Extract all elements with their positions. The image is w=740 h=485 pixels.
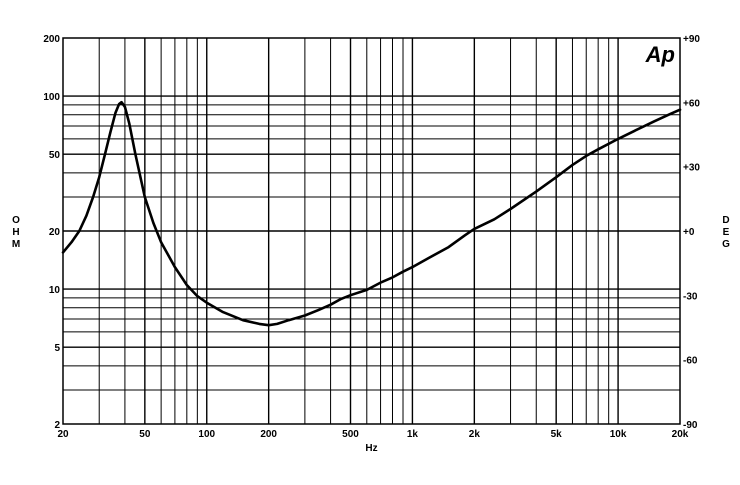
y-axis-label-letter: M (12, 239, 20, 250)
y-tick-label: 200 (43, 34, 60, 45)
major-gridlines (63, 38, 680, 424)
y-axis-label-letter: H (12, 227, 19, 238)
y-tick-label: 50 (49, 150, 61, 161)
x-tick-label: 5k (551, 429, 563, 440)
x-tick-label: 1k (407, 429, 419, 440)
y-axis-label-letter: O (12, 215, 20, 226)
y2-tick-label: -90 (683, 420, 698, 431)
plot-frame (62, 37, 681, 425)
y2-tick-label: +0 (683, 227, 695, 238)
y-tick-label: 20 (49, 227, 61, 238)
y2-tick-label: +30 (683, 163, 700, 174)
y-tick-label: 5 (54, 343, 60, 354)
y2-tick-label: -60 (683, 356, 698, 367)
y2-tick-label: +90 (683, 34, 700, 45)
x-tick-label: 20 (57, 429, 69, 440)
y-axis-label-left: OHM (12, 215, 20, 250)
x-axis-label: Hz (365, 443, 377, 454)
x-tick-label: 200 (260, 429, 277, 440)
y2-tick-label: +60 (683, 98, 700, 109)
x-tick-labels: 20 50 100 200 500 1k 2k 5k 10k 20k (57, 429, 688, 440)
x-tick-label: 500 (342, 429, 359, 440)
y2-axis-label-letter: D (722, 215, 729, 226)
y2-axis-label-letter: G (722, 239, 730, 250)
y-tick-label: 2 (54, 420, 60, 431)
y2-tick-labels: +90 +60 +30 +0 -30 -60 -90 (683, 34, 700, 431)
y-tick-label: 100 (43, 92, 60, 103)
y2-tick-label: -30 (683, 291, 698, 302)
x-tick-label: 100 (198, 429, 215, 440)
x-tick-label: 2k (469, 429, 481, 440)
y2-axis-label-letter: E (723, 227, 730, 238)
x-tick-label: 20k (672, 429, 689, 440)
y-tick-labels: 2 5 10 20 50 100 200 (43, 34, 60, 431)
impedance-curve (61, 100, 682, 327)
ap-logo: Ap (645, 42, 675, 67)
x-tick-label: 10k (610, 429, 627, 440)
x-tick-label: 50 (139, 429, 151, 440)
y-tick-label: 10 (49, 285, 61, 296)
y-axis-label-right: DEG (722, 215, 730, 250)
